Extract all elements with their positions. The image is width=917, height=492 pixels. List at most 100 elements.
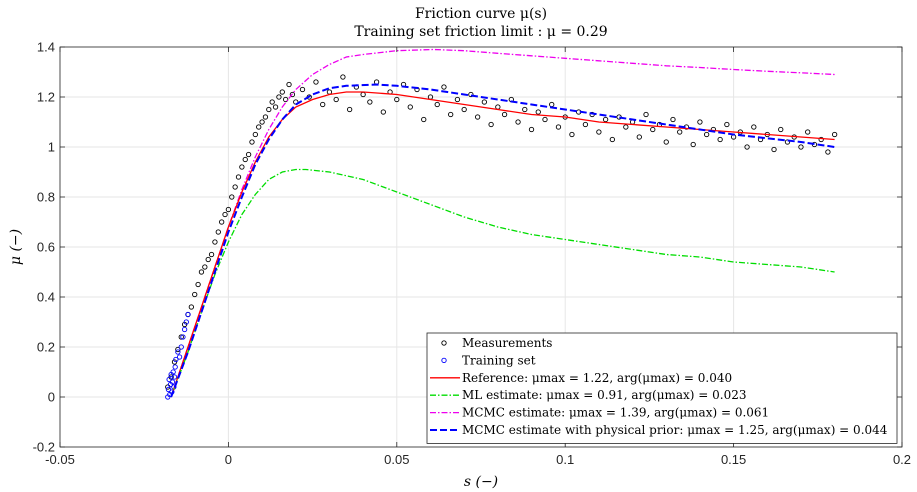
- measurement-point: [205, 256, 211, 263]
- measurement-point: [474, 114, 481, 120]
- measurement-point: [188, 304, 195, 310]
- measurement-point: [677, 129, 683, 135]
- measurement-point: [279, 89, 285, 95]
- measurement-point: [269, 99, 275, 105]
- y-tick-label: 1: [48, 140, 55, 155]
- measurement-point: [245, 151, 252, 158]
- measurement-point: [195, 281, 201, 288]
- measurement-point: [542, 116, 548, 123]
- measurement-point: [751, 124, 757, 130]
- measurement-point: [208, 251, 215, 258]
- measurement-point: [256, 124, 262, 130]
- measurement-point: [704, 131, 710, 138]
- training-point: [183, 319, 189, 325]
- measurement-point: [299, 86, 306, 93]
- measurement-point: [468, 91, 474, 98]
- x-tick-label: 0: [225, 452, 232, 467]
- x-tick-label: 0.2: [893, 452, 911, 467]
- measurement-point: [367, 99, 373, 105]
- measurement-point: [283, 96, 289, 103]
- measurement-point: [582, 121, 589, 128]
- measurement-point: [219, 219, 225, 225]
- measurement-point: [262, 114, 269, 120]
- training-point: [180, 334, 186, 340]
- measurement-point: [215, 229, 221, 235]
- measurement-point: [235, 174, 242, 180]
- measurement-point: [488, 121, 494, 128]
- measurement-point: [602, 116, 609, 123]
- measurement-point: [434, 101, 440, 108]
- measurement-point: [784, 139, 791, 145]
- chart-title: Friction curve μ(s): [415, 6, 547, 22]
- measurement-point: [670, 116, 676, 123]
- measurement-point: [340, 74, 346, 80]
- measurement-point: [232, 184, 238, 190]
- measurement-point: [229, 194, 235, 200]
- legend-entry: ML estimate: μmax = 0.91, arg(μmax) = 0.…: [462, 388, 747, 402]
- y-tick-label: 0: [48, 390, 55, 405]
- measurement-point: [320, 101, 326, 108]
- training-point: [171, 374, 178, 380]
- measurement-point: [623, 124, 629, 130]
- x-tick-label: 0.15: [721, 452, 746, 467]
- measurement-point: [175, 346, 181, 353]
- training-point: [169, 379, 176, 385]
- training-point: [165, 386, 172, 393]
- measurement-point: [535, 109, 541, 115]
- measurement-point: [805, 129, 811, 135]
- legend-entry: Measurements: [462, 336, 552, 350]
- measurement-point: [825, 149, 831, 155]
- x-tick-label: 0.1: [556, 452, 574, 467]
- y-tick-label: -0.2: [33, 440, 55, 455]
- measurement-point: [276, 94, 282, 100]
- measurement-point: [663, 139, 669, 145]
- training-point: [170, 369, 176, 375]
- training-point: [172, 364, 178, 370]
- measurement-point: [192, 291, 198, 298]
- measurement-point: [454, 96, 461, 103]
- measurement-point: [239, 164, 245, 170]
- y-tick-label: 1.2: [37, 90, 55, 105]
- measurement-point: [778, 126, 784, 133]
- measurement-point: [650, 126, 656, 133]
- y-tick-label: 1.4: [37, 40, 55, 55]
- legend-entry: MCMC estimate with physical prior: μmax …: [462, 423, 888, 437]
- training-point: [166, 376, 172, 383]
- measurement-point: [448, 111, 454, 118]
- measurement-point: [461, 106, 467, 113]
- measurement-point: [266, 106, 272, 113]
- measurement-point: [252, 131, 258, 138]
- y-tick-label: 0.8: [37, 190, 55, 205]
- series-line-2: [170, 91, 835, 398]
- legend-entry: Reference: μmax = 1.22, arg(μmax) = 0.04…: [462, 371, 732, 385]
- y-tick-label: 0.6: [37, 240, 55, 255]
- measurement-point: [522, 106, 528, 113]
- measurement-point: [481, 99, 488, 105]
- measurement-point: [744, 144, 750, 150]
- measurement-point: [596, 129, 602, 135]
- measurement-point: [569, 131, 575, 138]
- training-point: [176, 354, 183, 360]
- measurement-point: [717, 136, 723, 143]
- chart-subtitle: Training set friction limit : μ = 0.29: [354, 24, 607, 40]
- measurement-point: [609, 136, 616, 143]
- measurement-point: [818, 136, 824, 143]
- measurement-point: [242, 156, 248, 163]
- measurement-point: [697, 119, 703, 125]
- measurement-point: [249, 139, 255, 145]
- measurement-point: [798, 144, 804, 150]
- measurement-point: [771, 146, 777, 153]
- measurement-point: [202, 264, 208, 270]
- series-line-5: [170, 83, 835, 398]
- measurement-point: [690, 141, 696, 148]
- measurement-point: [225, 206, 232, 213]
- training-point: [173, 356, 179, 363]
- x-tick-label: 0.05: [384, 452, 409, 467]
- measurement-point: [636, 134, 642, 140]
- measurement-point: [286, 81, 292, 88]
- measurement-point: [441, 84, 447, 90]
- measurement-point: [407, 104, 413, 110]
- measurement-point: [313, 79, 319, 85]
- measurement-point: [831, 131, 838, 138]
